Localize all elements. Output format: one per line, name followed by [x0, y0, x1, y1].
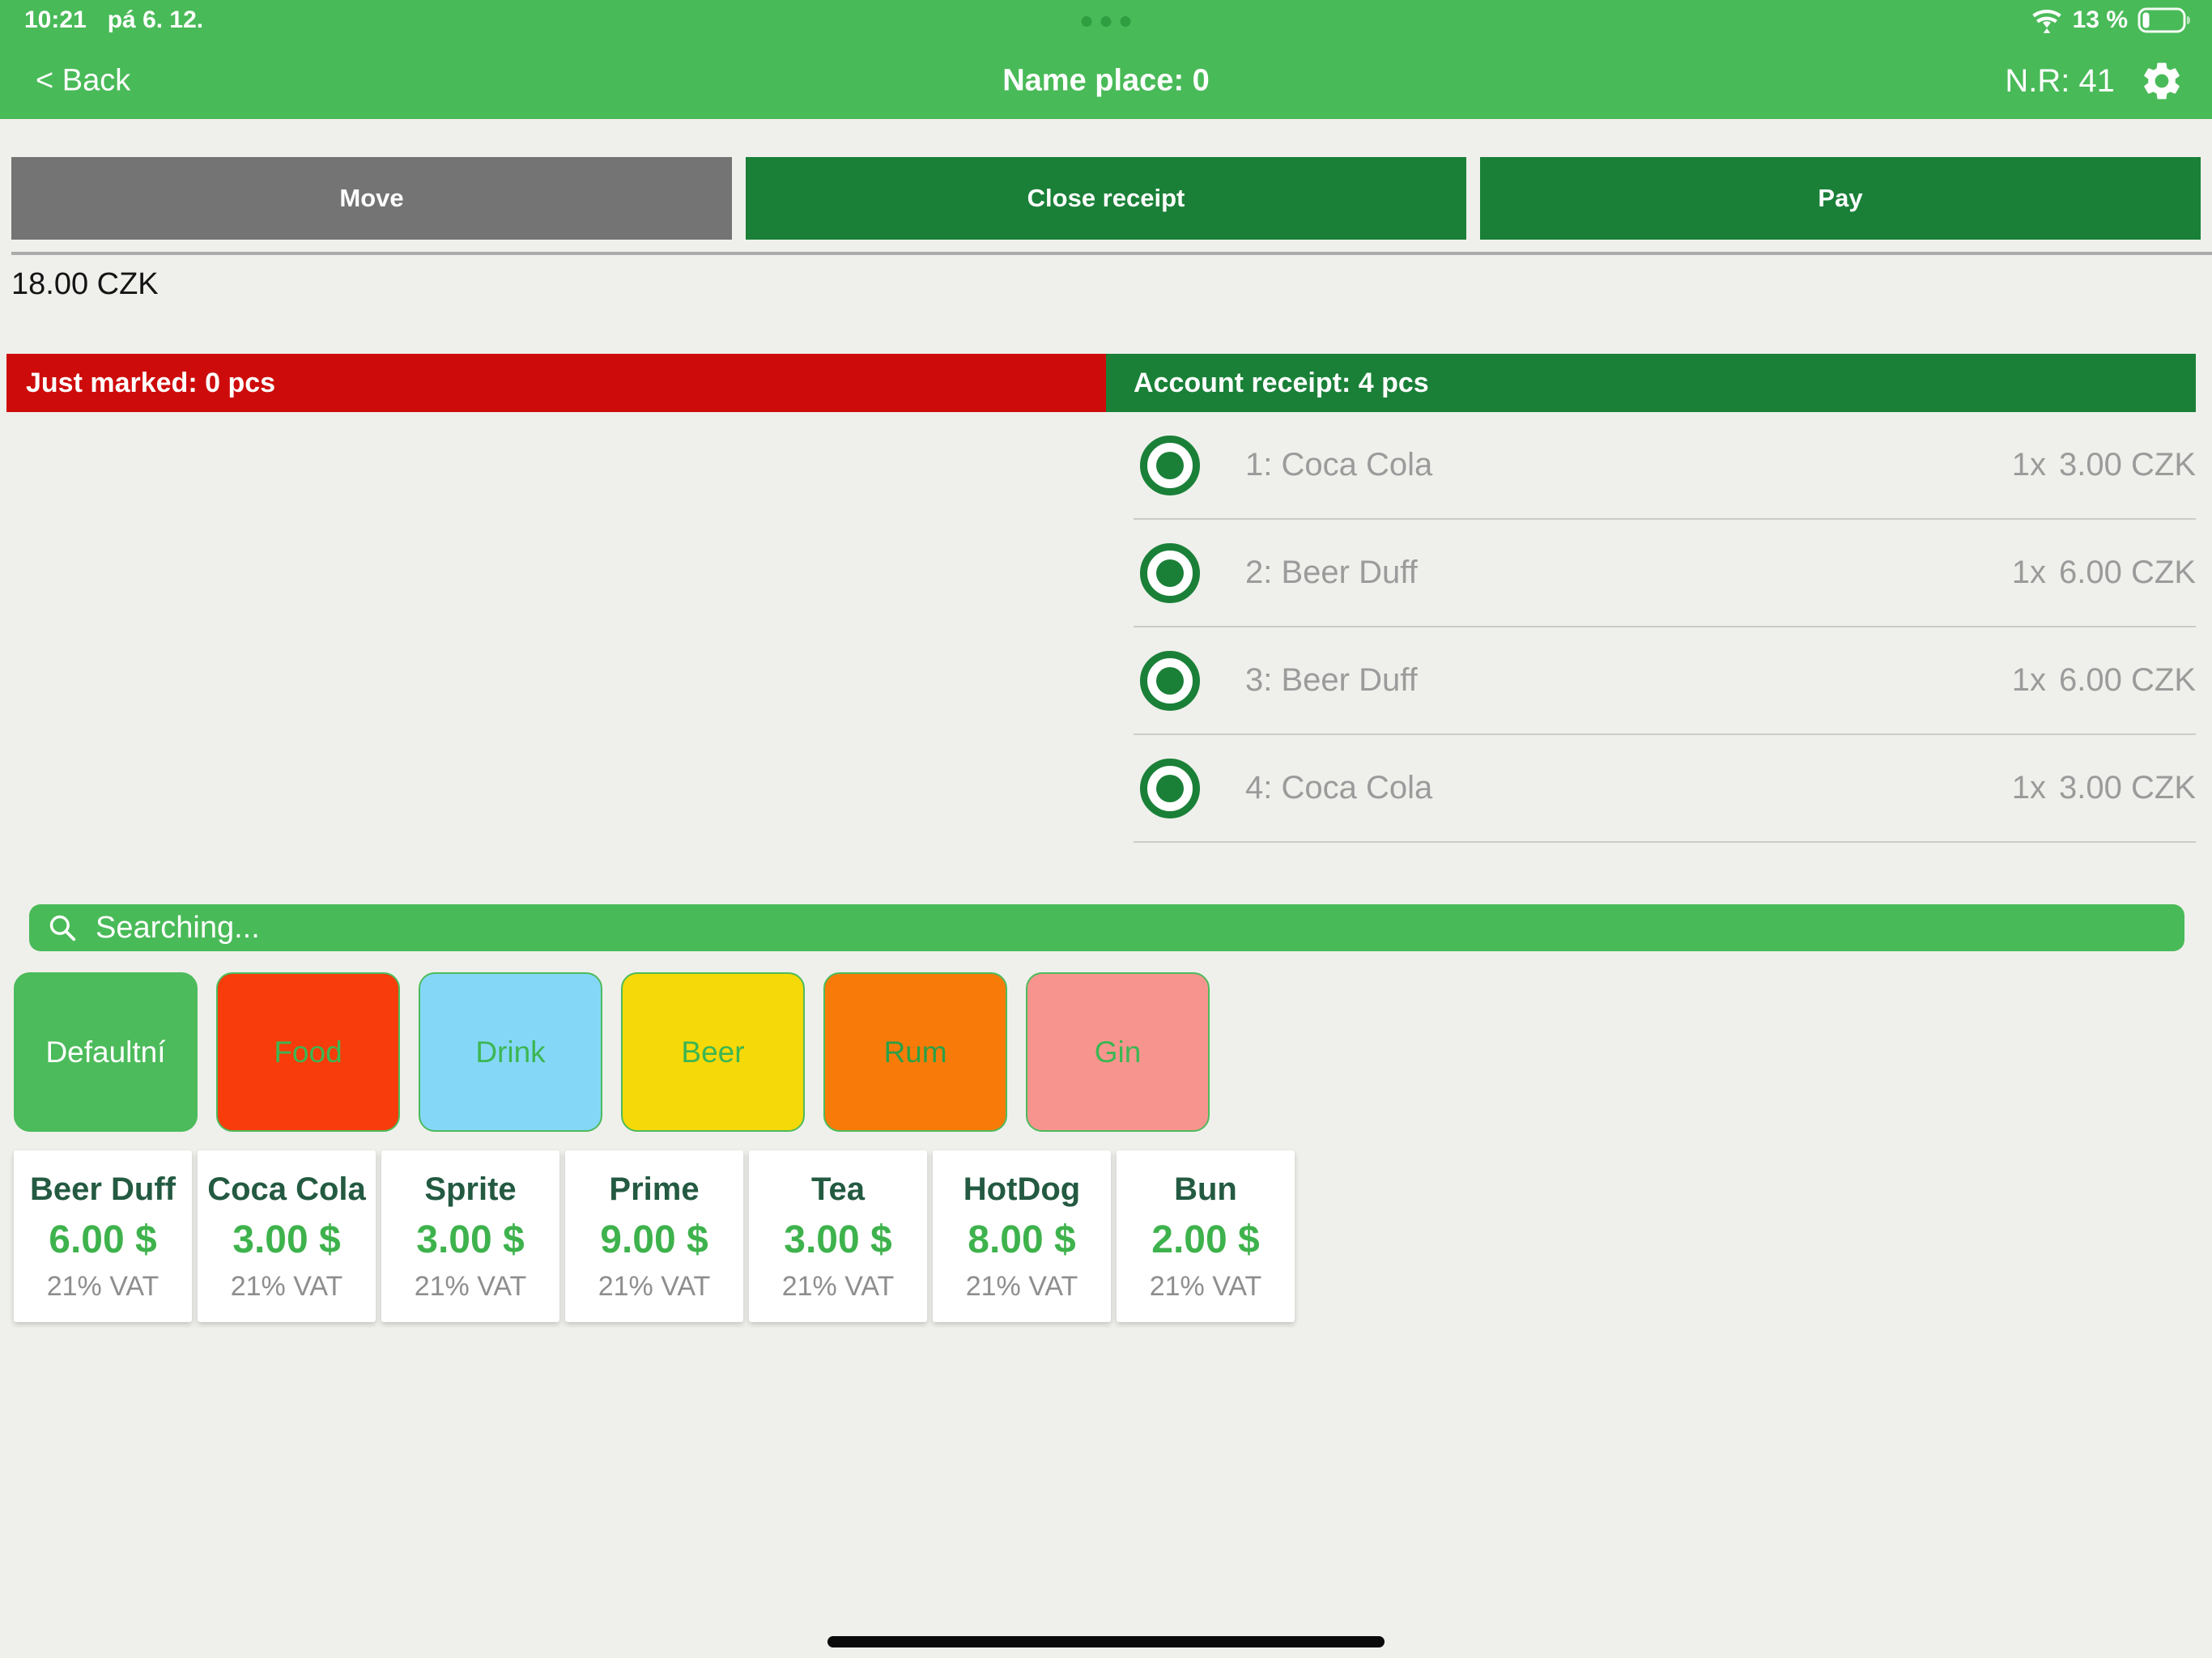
item-price-group: 1x 6.00 CZK [2012, 662, 2196, 699]
item-price-group: 1x 3.00 CZK [2012, 770, 2196, 806]
receipt-list: 1: Coca Cola 1x 3.00 CZK 2: Beer Duff 1x… [1134, 412, 2196, 843]
product-vat: 21% VAT [965, 1271, 1078, 1302]
product-price: 3.00 $ [416, 1218, 525, 1261]
category-food[interactable]: Food [216, 972, 400, 1132]
item-label: 3: Beer Duff [1245, 662, 1418, 698]
product-name: Prime [609, 1171, 700, 1207]
category-rum[interactable]: Rum [823, 972, 1007, 1132]
settings-gear-icon[interactable] [2139, 58, 2184, 104]
product-card-hotdog[interactable]: HotDog 8.00 $ 21% VAT [933, 1150, 1111, 1322]
status-bar: 10:21 pá 6. 12. 13 % [0, 6, 2212, 36]
item-label: 2: Beer Duff [1245, 555, 1418, 590]
category-label: Beer [681, 1035, 745, 1069]
toolbar-separator [11, 252, 2212, 255]
status-time: 10:21 [24, 6, 87, 33]
product-vat: 21% VAT [1149, 1271, 1262, 1302]
product-card-beer-duff[interactable]: Beer Duff 6.00 $ 21% VAT [14, 1150, 192, 1322]
category-label: Rum [883, 1035, 947, 1069]
nav-bar: < Back Name place: 0 N.R: 41 [0, 49, 2212, 113]
item-label: 4: Coca Cola [1245, 770, 1433, 806]
product-vat: 21% VAT [598, 1271, 711, 1302]
product-vat: 21% VAT [781, 1271, 895, 1302]
item-selected-icon[interactable] [1140, 758, 1200, 818]
product-vat: 21% VAT [414, 1271, 527, 1302]
product-name: Bun [1174, 1171, 1237, 1207]
category-row: Defaultní Food Drink Beer Rum Gin [14, 972, 1210, 1132]
category-drink[interactable]: Drink [419, 972, 602, 1132]
search-input[interactable]: Searching... [29, 904, 2184, 951]
status-right: 13 % [2031, 6, 2193, 34]
just-marked-header: Just marked: 0 pcs [6, 354, 1106, 412]
receipt-row[interactable]: 1: Coca Cola 1x 3.00 CZK [1134, 412, 2196, 520]
product-price: 3.00 $ [784, 1218, 892, 1261]
product-card-coca-cola[interactable]: Coca Cola 3.00 $ 21% VAT [198, 1150, 376, 1322]
item-price: 6.00 CZK [2059, 555, 2196, 590]
item-price-group: 1x 6.00 CZK [2012, 555, 2196, 591]
account-receipt-header: Account receipt: 4 pcs [1106, 354, 2196, 412]
product-card-sprite[interactable]: Sprite 3.00 $ 21% VAT [381, 1150, 559, 1322]
home-indicator[interactable] [827, 1636, 1385, 1647]
receipt-row[interactable]: 4: Coca Cola 1x 3.00 CZK [1134, 735, 2196, 843]
item-selected-icon[interactable] [1140, 650, 1200, 711]
product-name: Beer Duff [29, 1171, 177, 1207]
move-button[interactable]: Move [11, 157, 732, 240]
category-label: Drink [475, 1035, 546, 1069]
search-placeholder: Searching... [96, 910, 260, 945]
product-card-prime[interactable]: Prime 9.00 $ 21% VAT [565, 1150, 743, 1322]
product-price: 9.00 $ [600, 1218, 708, 1261]
product-vat: 21% VAT [46, 1271, 160, 1302]
product-name: HotDog [963, 1171, 1081, 1207]
item-price: 6.00 CZK [2059, 662, 2196, 698]
battery-percent: 13 % [2072, 6, 2128, 33]
product-row: Beer Duff 6.00 $ 21% VAT Coca Cola 3.00 … [14, 1150, 1295, 1322]
toolbar: Move Close receipt Pay [11, 157, 2201, 240]
battery-icon [2138, 7, 2190, 33]
item-label: 1: Coca Cola [1245, 447, 1433, 483]
status-date: pá 6. 12. [107, 6, 204, 33]
product-name: Sprite [424, 1171, 517, 1207]
product-price: 2.00 $ [1151, 1218, 1260, 1261]
product-vat: 21% VAT [230, 1271, 343, 1302]
category-label: Gin [1094, 1035, 1142, 1069]
item-qty: 1x [2011, 447, 2047, 483]
wifi-icon [2031, 10, 2061, 33]
receipt-row[interactable]: 3: Beer Duff 1x 6.00 CZK [1134, 627, 2196, 735]
product-price: 6.00 $ [49, 1218, 157, 1261]
category-defaultni[interactable]: Defaultní [14, 972, 198, 1132]
product-name: Tea [811, 1171, 865, 1207]
item-price: 3.00 CZK [2059, 447, 2196, 483]
product-card-bun[interactable]: Bun 2.00 $ 21% VAT [1117, 1150, 1295, 1322]
total-amount: 18.00 CZK [11, 267, 159, 301]
category-gin[interactable]: Gin [1026, 972, 1210, 1132]
item-selected-icon[interactable] [1140, 435, 1200, 495]
item-qty: 1x [2011, 662, 2047, 698]
close-receipt-button[interactable]: Close receipt [746, 157, 1466, 240]
item-price-group: 1x 3.00 CZK [2012, 447, 2196, 483]
receipt-number: N.R: 41 [2005, 62, 2115, 99]
status-left: 10:21 pá 6. 12. [24, 6, 203, 34]
category-label: Food [274, 1035, 342, 1069]
item-qty: 1x [2011, 555, 2047, 590]
item-selected-icon[interactable] [1140, 542, 1200, 603]
nav-right: N.R: 41 [2005, 58, 2184, 104]
item-qty: 1x [2011, 770, 2047, 806]
multitasking-dots-icon [1081, 16, 1131, 27]
category-label: Defaultní [45, 1035, 166, 1069]
back-button[interactable]: < Back [36, 63, 131, 98]
product-card-tea[interactable]: Tea 3.00 $ 21% VAT [749, 1150, 927, 1322]
category-beer[interactable]: Beer [621, 972, 805, 1132]
product-price: 8.00 $ [968, 1218, 1076, 1261]
app-header: 10:21 pá 6. 12. 13 % < Back Name [0, 0, 2212, 119]
product-name: Coca Cola [207, 1171, 366, 1207]
search-icon [49, 915, 76, 942]
pay-button[interactable]: Pay [1480, 157, 2201, 240]
item-price: 3.00 CZK [2059, 770, 2196, 806]
product-price: 3.00 $ [232, 1218, 341, 1261]
receipt-row[interactable]: 2: Beer Duff 1x 6.00 CZK [1134, 520, 2196, 627]
page-title: Name place: 0 [1002, 63, 1210, 98]
